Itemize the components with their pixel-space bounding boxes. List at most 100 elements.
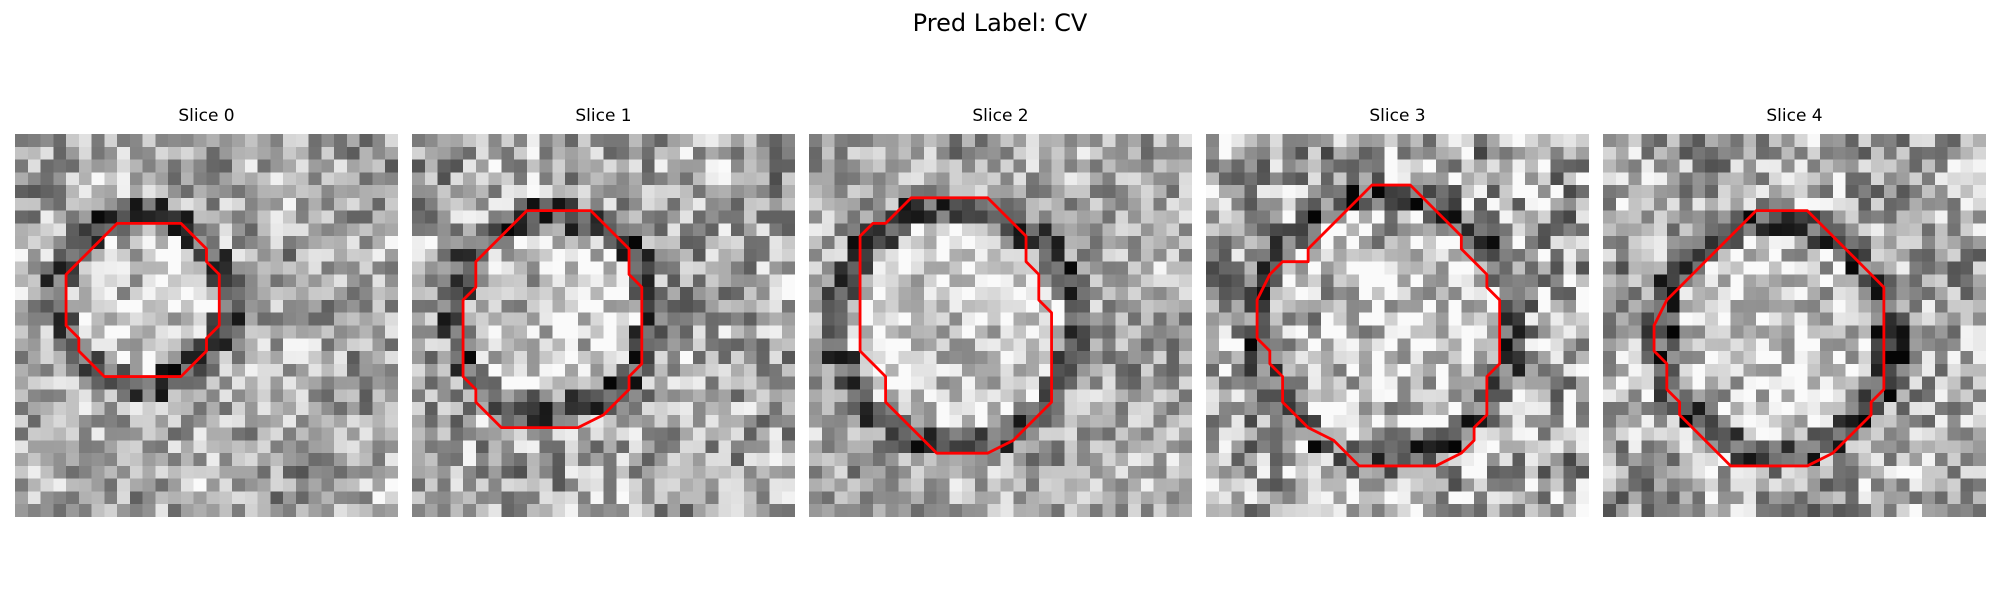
image-pixel <box>1973 159 1986 173</box>
image-pixel <box>168 325 182 339</box>
image-pixel <box>1807 261 1821 275</box>
image-pixel <box>1666 465 1681 480</box>
image-pixel <box>1705 261 1719 275</box>
image-pixel <box>1768 427 1783 441</box>
image-pixel <box>412 312 426 327</box>
image-pixel <box>1934 351 1949 365</box>
image-pixel <box>680 440 694 454</box>
image-pixel <box>1947 274 1961 288</box>
image-pixel <box>667 172 681 186</box>
image-pixel <box>1308 465 1322 480</box>
image-pixel <box>641 440 656 454</box>
image-pixel <box>1013 453 1027 467</box>
image-pixel <box>949 197 963 212</box>
image-pixel <box>885 478 899 492</box>
image-pixel <box>718 376 732 390</box>
image-pixel <box>206 274 220 288</box>
image-pixel <box>565 402 579 416</box>
image-pixel <box>1909 299 1923 314</box>
image-pixel <box>1320 210 1335 224</box>
image-pixel <box>782 402 795 416</box>
image-pixel <box>1641 453 1655 467</box>
image-pixel <box>1781 402 1796 416</box>
image-pixel <box>359 134 373 148</box>
image-pixel <box>692 338 707 352</box>
image-pixel <box>1026 427 1040 441</box>
image-pixel <box>590 465 605 480</box>
image-pixel <box>514 197 528 212</box>
image-pixel <box>1295 172 1309 186</box>
image-pixel <box>1794 223 1808 237</box>
image-pixel <box>104 159 118 173</box>
image-pixel <box>1115 299 1129 314</box>
image-pixel <box>1550 236 1564 250</box>
image-pixel <box>1743 440 1757 454</box>
image-pixel <box>834 504 848 517</box>
image-pixel <box>359 325 373 339</box>
image-pixel <box>1244 414 1258 429</box>
image-pixel <box>206 299 220 314</box>
image-pixel <box>834 185 848 199</box>
image-pixel <box>1013 172 1027 186</box>
image-pixel <box>526 504 541 517</box>
image-pixel <box>1576 491 1589 505</box>
image-pixel <box>1807 236 1821 250</box>
image-pixel <box>1140 312 1155 327</box>
image-pixel <box>40 210 54 224</box>
image-pixel <box>168 504 182 517</box>
image-pixel <box>308 134 322 148</box>
image-pixel <box>1960 427 1974 441</box>
image-pixel <box>1474 402 1488 416</box>
image-pixel <box>15 504 29 517</box>
image-pixel <box>1461 427 1475 441</box>
image-pixel <box>27 261 42 275</box>
image-pixel <box>91 197 105 212</box>
image-pixel <box>526 389 541 403</box>
image-pixel <box>219 325 233 339</box>
image-pixel <box>1115 185 1129 199</box>
image-pixel <box>1666 299 1681 314</box>
image-pixel <box>346 248 361 263</box>
image-pixel <box>1013 440 1027 454</box>
image-pixel <box>1435 274 1450 288</box>
image-pixel <box>385 465 398 480</box>
image-pixel <box>129 146 144 161</box>
image-pixel <box>514 159 528 173</box>
image-pixel <box>91 134 105 148</box>
image-pixel <box>872 465 887 480</box>
image-pixel <box>437 491 451 505</box>
image-pixel <box>1743 197 1757 212</box>
image-pixel <box>295 134 310 148</box>
image-pixel <box>1153 312 1167 327</box>
image-pixel <box>565 159 579 173</box>
image-pixel <box>1371 363 1386 378</box>
image-pixel <box>1397 223 1411 237</box>
image-pixel <box>1947 389 1961 403</box>
image-pixel <box>1282 287 1296 301</box>
image-pixel <box>923 427 938 441</box>
image-pixel <box>1371 414 1386 429</box>
image-pixel <box>1371 402 1386 416</box>
image-pixel <box>1692 389 1706 403</box>
image-pixel <box>1537 491 1552 505</box>
image-pixel <box>1794 146 1808 161</box>
image-pixel <box>1960 172 1974 186</box>
image-pixel <box>1922 491 1936 505</box>
image-pixel <box>1537 389 1552 403</box>
image-pixel <box>1064 159 1078 173</box>
image-pixel <box>346 312 361 327</box>
image-pixel <box>346 414 361 429</box>
image-pixel <box>1308 504 1322 517</box>
image-pixel <box>155 159 169 173</box>
image-pixel <box>168 197 182 212</box>
image-pixel <box>1051 248 1065 263</box>
image-pixel <box>872 312 887 327</box>
image-pixel <box>1140 440 1155 454</box>
image-pixel <box>1064 287 1078 301</box>
image-pixel <box>1077 159 1091 173</box>
image-pixel <box>450 491 464 505</box>
image-pixel <box>692 134 707 148</box>
image-pixel <box>1140 236 1155 250</box>
image-pixel <box>705 389 719 403</box>
image-pixel <box>78 440 93 454</box>
